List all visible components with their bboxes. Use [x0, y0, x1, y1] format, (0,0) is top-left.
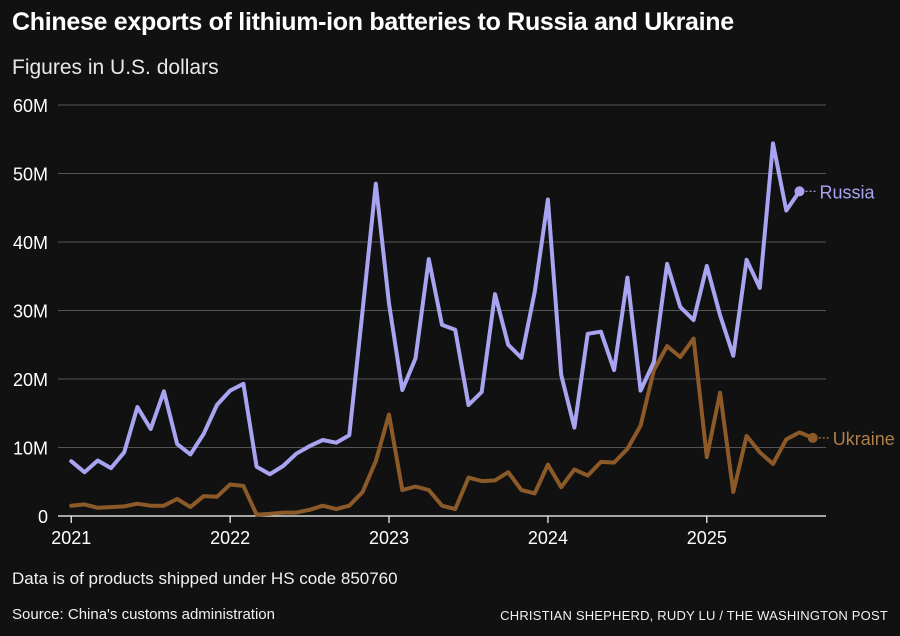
chart-subtitle: Figures in U.S. dollars: [12, 56, 219, 79]
y-tick-label: 40M: [13, 233, 48, 253]
x-tick-label: 2025: [687, 528, 727, 548]
axes: 0 10M 20M 30M 40M 50M 60M 2021 2022 2023 2024 2025: [13, 96, 826, 548]
x-tick-label: 2022: [210, 528, 250, 548]
russia-line: [69, 141, 802, 477]
y-tick-label: 50M: [13, 165, 48, 185]
ukraine-end-dot: [807, 432, 818, 443]
y-tick-label: 60M: [13, 96, 48, 116]
russia-label: Russia: [820, 182, 876, 202]
y-tick-label: 20M: [13, 370, 48, 390]
y-tick-label: 10M: [13, 439, 48, 459]
credit-text: CHRISTIAN SHEPHERD, RUDY LU / THE WASHIN…: [500, 608, 888, 623]
ukraine-line: [69, 336, 815, 517]
ukraine-label: Ukraine: [833, 429, 895, 449]
y-tick-label: 30M: [13, 302, 48, 322]
series-lines: [69, 141, 818, 517]
x-tick-label: 2021: [51, 528, 91, 548]
data-note: Data is of products shipped under HS cod…: [12, 569, 398, 588]
source-text: Source: China's customs administration: [12, 606, 275, 623]
x-tick-label: 2023: [369, 528, 409, 548]
russia-end-dot: [794, 186, 805, 197]
x-tick-label: 2024: [528, 528, 568, 548]
y-tick-label: 0: [38, 507, 48, 527]
series-labels: Ukraine Russia: [805, 182, 895, 449]
chart-title: Chinese exports of lithium-ion batteries…: [12, 8, 734, 36]
